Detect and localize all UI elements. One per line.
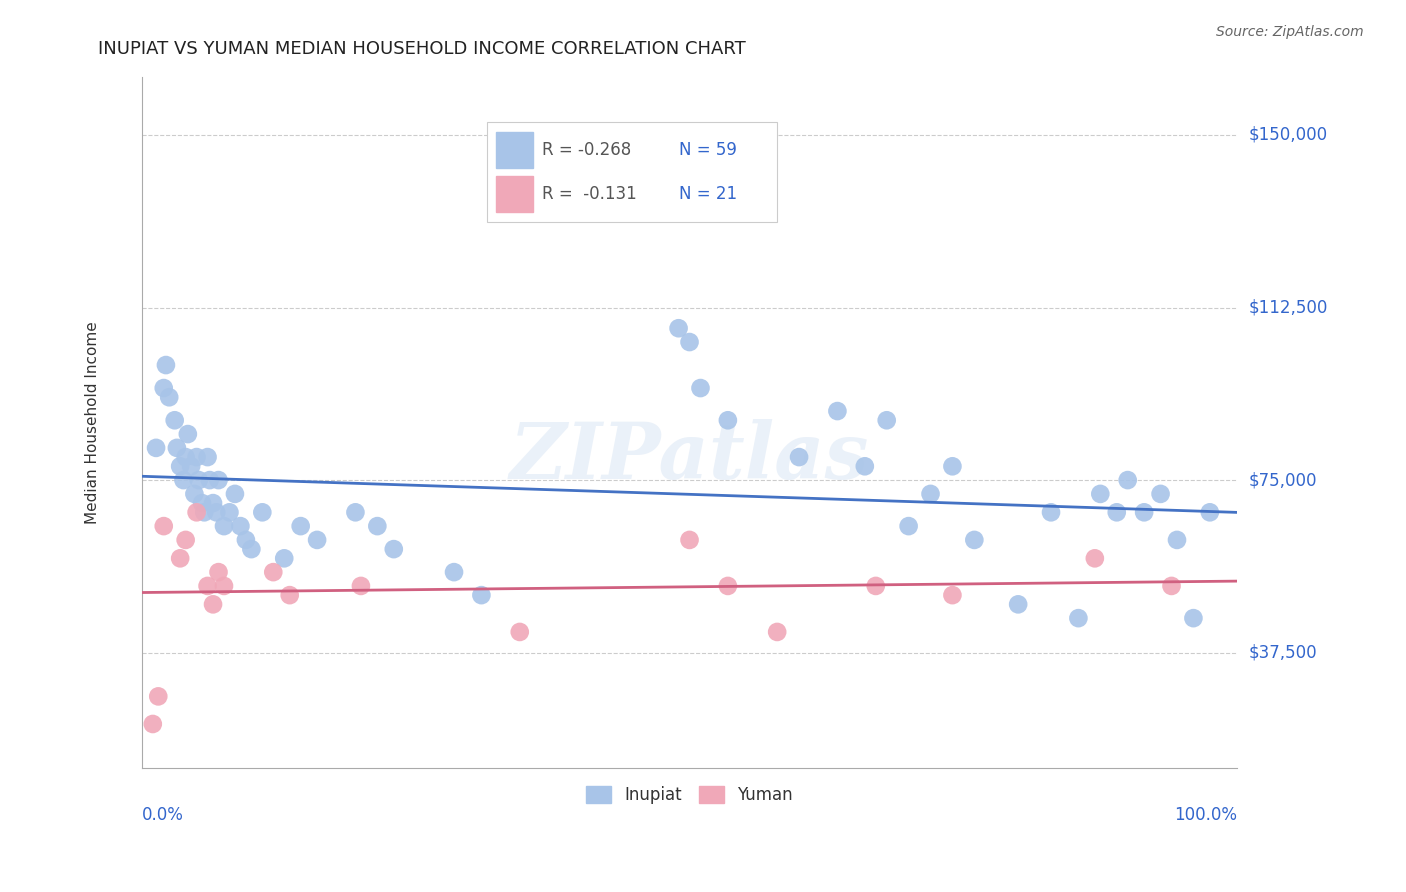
Point [678, 533, 700, 547]
Point [183, 487, 205, 501]
Point [1182, 611, 1205, 625]
Point [689, 381, 711, 395]
Point [180, 459, 202, 474]
Legend: Inupiat, Yuman: Inupiat, Yuman [579, 780, 800, 811]
Point [963, 533, 986, 547]
FancyBboxPatch shape [496, 177, 533, 212]
FancyBboxPatch shape [496, 132, 533, 169]
Point [212, 519, 235, 533]
Text: R =  -0.131: R = -0.131 [541, 186, 637, 203]
Point [827, 404, 849, 418]
Text: ZIPatlas: ZIPatlas [510, 419, 869, 495]
Text: N = 59: N = 59 [679, 141, 737, 160]
FancyBboxPatch shape [486, 122, 778, 222]
Point [163, 413, 186, 427]
Point [152, 381, 174, 395]
Point [350, 579, 373, 593]
Text: Median Household Income: Median Household Income [84, 321, 100, 524]
Text: INUPIAT VS YUMAN MEDIAN HOUSEHOLD INCOME CORRELATION CHART: INUPIAT VS YUMAN MEDIAN HOUSEHOLD INCOME… [98, 40, 747, 58]
Point [191, 496, 214, 510]
Point [1198, 505, 1220, 519]
Point [224, 487, 246, 501]
Point [193, 505, 215, 519]
Point [172, 473, 194, 487]
Point [186, 450, 208, 464]
Point [307, 533, 329, 547]
Point [166, 441, 188, 455]
Point [1166, 533, 1188, 547]
Point [235, 533, 257, 547]
Text: 100.0%: 100.0% [1174, 805, 1237, 823]
Point [145, 441, 167, 455]
Point [202, 598, 225, 612]
Point [865, 579, 887, 593]
Point [1007, 598, 1029, 612]
Point [382, 542, 405, 557]
Point [1040, 505, 1063, 519]
Point [218, 505, 240, 519]
Point [941, 459, 963, 474]
Point [853, 459, 876, 474]
Text: $75,000: $75,000 [1249, 471, 1317, 489]
Text: Source: ZipAtlas.com: Source: ZipAtlas.com [1216, 25, 1364, 39]
Point [169, 551, 191, 566]
Point [678, 334, 700, 349]
Point [509, 624, 531, 639]
Text: R = -0.268: R = -0.268 [541, 141, 631, 160]
Point [344, 505, 367, 519]
Point [1116, 473, 1139, 487]
Point [186, 505, 208, 519]
Point [1160, 579, 1182, 593]
Point [212, 579, 235, 593]
Point [262, 565, 284, 579]
Point [668, 321, 690, 335]
Point [197, 450, 219, 464]
Point [152, 519, 174, 533]
Point [177, 427, 200, 442]
Point [1084, 551, 1107, 566]
Point [470, 588, 492, 602]
Point [142, 717, 165, 731]
Point [240, 542, 263, 557]
Point [1149, 487, 1171, 501]
Point [205, 505, 228, 519]
Point [207, 473, 229, 487]
Point [207, 565, 229, 579]
Point [148, 690, 170, 704]
Point [290, 519, 312, 533]
Point [941, 588, 963, 602]
Point [1090, 487, 1112, 501]
Text: $112,500: $112,500 [1249, 299, 1327, 317]
Point [787, 450, 810, 464]
Text: $37,500: $37,500 [1249, 644, 1317, 662]
Point [169, 459, 191, 474]
Point [197, 579, 219, 593]
Point [1133, 505, 1156, 519]
Point [252, 505, 274, 519]
Text: N = 21: N = 21 [679, 186, 737, 203]
Point [155, 358, 177, 372]
Point [920, 487, 942, 501]
Point [897, 519, 920, 533]
Point [187, 473, 209, 487]
Point [174, 450, 197, 464]
Point [273, 551, 295, 566]
Point [229, 519, 252, 533]
Point [202, 496, 225, 510]
Point [717, 413, 740, 427]
Point [366, 519, 388, 533]
Point [278, 588, 301, 602]
Point [198, 473, 221, 487]
Point [717, 579, 740, 593]
Text: $150,000: $150,000 [1249, 126, 1327, 144]
Text: 0.0%: 0.0% [142, 805, 184, 823]
Point [876, 413, 898, 427]
Point [174, 533, 197, 547]
Point [157, 390, 180, 404]
Point [1105, 505, 1128, 519]
Point [1067, 611, 1090, 625]
Point [443, 565, 465, 579]
Point [766, 624, 789, 639]
